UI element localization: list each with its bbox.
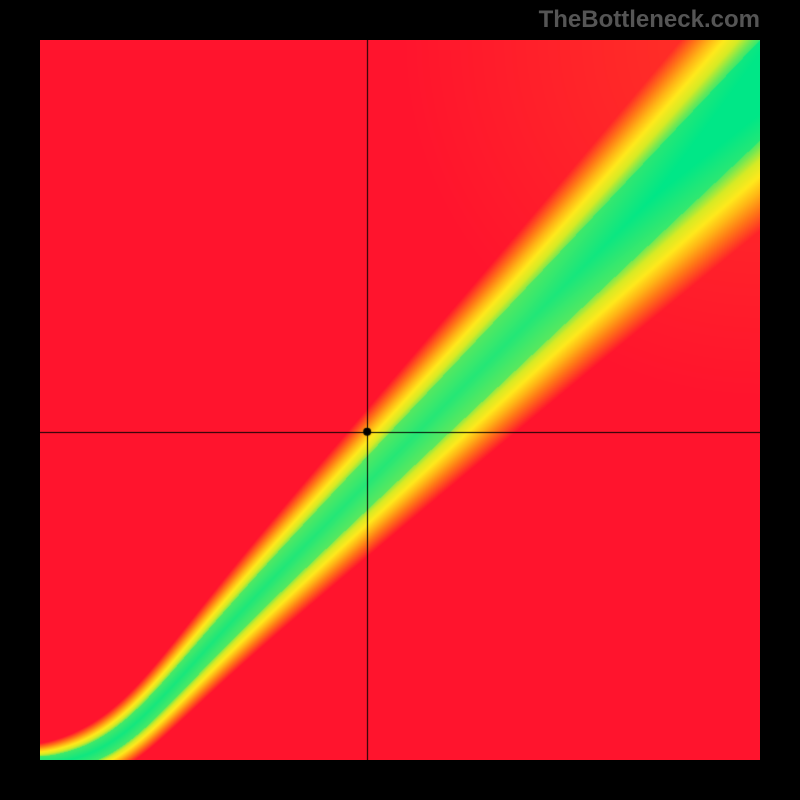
crosshair-overlay xyxy=(40,40,760,760)
watermark-text: TheBottleneck.com xyxy=(539,6,760,34)
chart-root: TheBottleneck.com xyxy=(0,0,800,800)
